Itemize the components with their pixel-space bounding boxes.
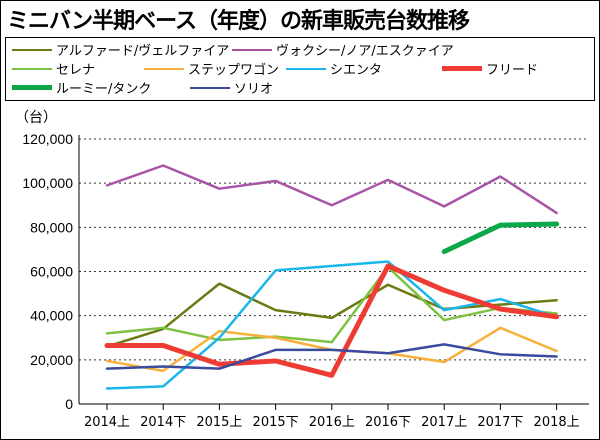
- series-line-1: [105, 164, 558, 215]
- legend-swatch: [286, 67, 326, 70]
- series-line-6: [441, 221, 560, 255]
- y-tick-label: 60,000: [30, 264, 73, 280]
- legend-label: ソリオ: [234, 82, 274, 97]
- series-line-7: [105, 343, 558, 370]
- legend-label: アルファード/ヴェルファイア: [56, 44, 230, 59]
- x-tick-label: 2015下: [253, 415, 299, 430]
- y-axis-unit-label: （台）: [15, 110, 57, 126]
- x-tick-label: 2016上: [309, 415, 355, 430]
- legend-item: ソリオ: [190, 78, 273, 97]
- y-tick-label: 80,000: [30, 219, 73, 235]
- x-tick-label: 2016下: [365, 415, 411, 430]
- series-line-4: [105, 260, 558, 390]
- chart-title: ミニバン半期ベース（年度）の新車販売台数推移: [7, 9, 470, 34]
- x-tick-label: 2014下: [140, 415, 186, 430]
- legend-label: シエンタ: [330, 63, 383, 78]
- series-line-2: [105, 265, 558, 344]
- series-line-0: [105, 282, 558, 348]
- legend-swatch: [12, 85, 52, 90]
- x-tick-label: 2017下: [477, 415, 523, 430]
- legend-label: ルーミー/タンク: [56, 82, 152, 97]
- legend-label: ヴォクシー/ノア/エスクァイア: [276, 44, 454, 59]
- legend-swatch: [12, 67, 52, 70]
- legend-item: セレナ: [12, 59, 95, 78]
- legend-swatch: [442, 66, 482, 71]
- legend-swatch: [144, 67, 184, 70]
- legend-item: ステップワゴン: [144, 59, 279, 78]
- legend-swatch: [232, 48, 272, 51]
- x-tick-label: 2017上: [421, 415, 467, 430]
- legend-item: ヴォクシー/ノア/エスクァイア: [232, 40, 454, 59]
- x-tick-label: 2018上: [534, 415, 580, 430]
- x-tick-label: 2014上: [84, 415, 130, 430]
- y-tick-label: 120,000: [22, 131, 73, 147]
- series-line-5: [104, 263, 560, 378]
- legend-item: フリード: [442, 59, 538, 78]
- legend-item: アルファード/ヴェルファイア: [12, 40, 229, 59]
- y-tick-label: 100,000: [22, 175, 73, 191]
- legend-swatch: [190, 86, 230, 89]
- legend-item: ルーミー/タンク: [12, 78, 151, 97]
- x-tick-label: 2015上: [196, 415, 242, 430]
- legend-swatch: [12, 48, 52, 51]
- legend-label: ステップワゴン: [188, 63, 280, 78]
- y-tick-label: 0: [65, 396, 73, 412]
- legend-label: フリード: [486, 63, 539, 78]
- legend: アルファード/ヴェルファイア ヴォクシー/ノア/エスクァイアセレナ ステップワゴン シ…: [5, 37, 595, 101]
- y-tick-label: 20,000: [30, 352, 73, 368]
- y-tick-label: 40,000: [30, 308, 73, 324]
- legend-label: セレナ: [56, 63, 96, 78]
- legend-item: シエンタ: [286, 59, 382, 78]
